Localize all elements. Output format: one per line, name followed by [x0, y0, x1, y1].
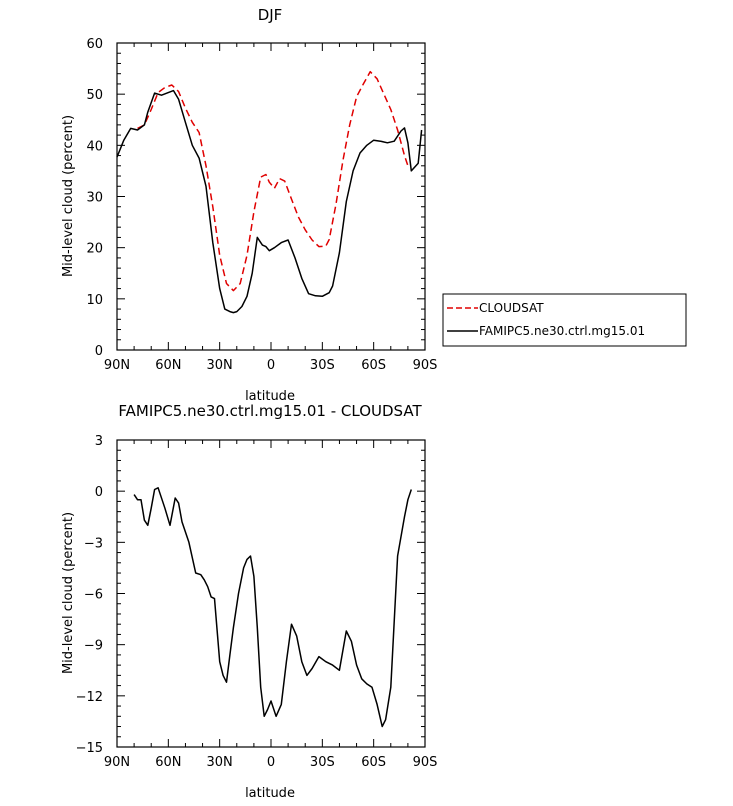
- y-tick-label: −15: [76, 741, 103, 756]
- y-tick-label: −12: [76, 690, 103, 705]
- y-tick-label: 0: [95, 344, 103, 359]
- top-chart: DJF 90N 60N 30N 0 30S 60S 90S 0 10 20 30 40 50 60 lat…: [61, 6, 437, 404]
- series-line-cloudsat: [137, 70, 409, 292]
- legend-box: [442, 293, 687, 347]
- bottom-y-axis-label: Mid-level cloud (percent): [61, 512, 76, 674]
- top-chart-title: DJF: [258, 6, 283, 24]
- legend: CLOUDSAT FAMIPC5.ne30.ctrl.mg15.01: [442, 293, 687, 347]
- y-tick-label: 3: [95, 434, 103, 449]
- legend-label-cloudsat: CLOUDSAT: [479, 301, 544, 315]
- y-tick-label: 50: [86, 88, 103, 103]
- y-tick-label: 10: [86, 293, 103, 308]
- x-tick-label: 30N: [207, 755, 233, 770]
- series-line-difference: [133, 487, 413, 728]
- x-tick-label: 0: [267, 755, 275, 770]
- y-tick-label: −9: [84, 639, 103, 654]
- y-tick-label: 30: [86, 191, 103, 206]
- y-tick-label: −3: [84, 536, 103, 551]
- x-tick-label: 0: [267, 358, 275, 373]
- y-tick-label: 40: [86, 139, 103, 154]
- x-tick-label: 60N: [155, 358, 181, 373]
- x-tick-label: 90N: [104, 358, 130, 373]
- x-tick-label: 60N: [155, 755, 181, 770]
- bottom-x-axis-label: latitude: [245, 786, 295, 801]
- x-tick-label: 30S: [310, 358, 335, 373]
- y-tick-label: 20: [86, 242, 103, 257]
- bottom-chart-title: FAMIPC5.ne30.ctrl.mg15.01 - CLOUDSAT: [118, 402, 422, 420]
- x-tick-label: 90S: [413, 358, 438, 373]
- bottom-chart: FAMIPC5.ne30.ctrl.mg15.01 - CLOUDSAT 90N…: [61, 402, 437, 801]
- y-tick-label: −6: [84, 588, 103, 603]
- x-tick-label: 30S: [310, 755, 335, 770]
- x-tick-label: 60S: [361, 358, 386, 373]
- x-tick-label: 90N: [104, 755, 130, 770]
- top-y-axis-label: Mid-level cloud (percent): [61, 115, 76, 277]
- legend-label-model: FAMIPC5.ne30.ctrl.mg15.01: [479, 324, 645, 338]
- x-tick-label: 30N: [207, 358, 233, 373]
- x-tick-label: 60S: [361, 755, 386, 770]
- y-tick-label: 0: [95, 485, 103, 500]
- top-x-axis-label: latitude: [245, 389, 295, 404]
- series-line-model: [116, 89, 423, 314]
- y-tick-label: 60: [86, 37, 103, 52]
- x-tick-label: 90S: [413, 755, 438, 770]
